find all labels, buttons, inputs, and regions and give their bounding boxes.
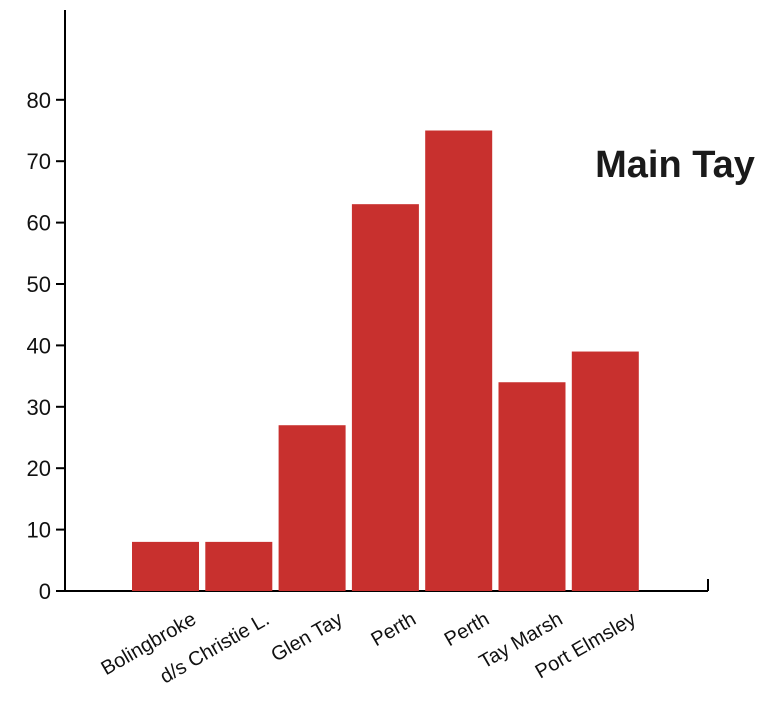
bar: [498, 382, 566, 591]
y-tick-label: 20: [27, 456, 51, 481]
bar: [205, 541, 273, 591]
y-tick-label: 80: [27, 88, 51, 113]
bar: [351, 204, 419, 591]
chart-title: Main Tay: [595, 144, 755, 186]
y-tick-label: 30: [27, 395, 51, 420]
y-axis-ticks: 01020304050607080100: [27, 88, 65, 604]
bar: [571, 351, 639, 591]
y-tick-label: 70: [27, 149, 51, 174]
x-tick-label: Glen Tay: [268, 608, 347, 666]
y-tick-label: 0: [39, 579, 51, 604]
bar: [132, 541, 199, 591]
y-tick-label: 50: [27, 272, 51, 297]
y-tick-label: 10: [27, 518, 51, 543]
bars: [132, 130, 639, 591]
x-tick-label: Perth: [441, 608, 493, 651]
bar: [278, 425, 346, 591]
bar: [425, 130, 493, 591]
y-tick-label: 40: [27, 333, 51, 358]
y-tick-label: 60: [27, 211, 51, 236]
x-tick-label: Perth: [367, 608, 419, 651]
